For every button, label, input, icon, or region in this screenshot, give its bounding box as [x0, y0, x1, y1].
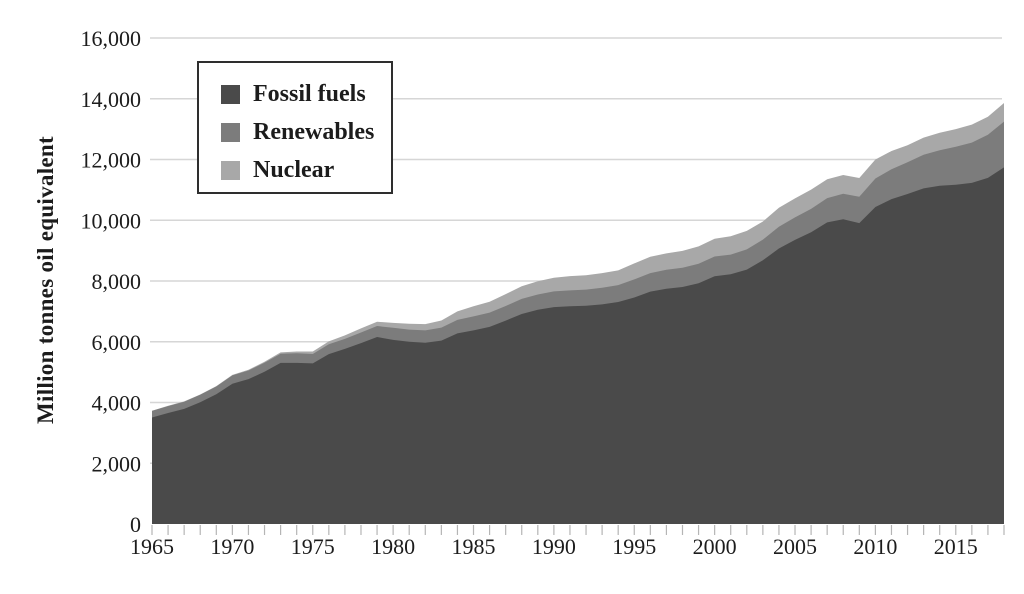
x-tick-label-2010: 2010: [853, 534, 897, 559]
legend-item-fossil-fuels: Fossil fuels: [221, 75, 391, 113]
area-fossil-fuels: [152, 167, 1004, 524]
y-tick-label-0: 0: [130, 512, 141, 537]
legend-item-renewables: Renewables: [221, 113, 391, 151]
legend-item-nuclear: Nuclear: [221, 151, 391, 189]
x-tick-label-1970: 1970: [210, 534, 254, 559]
legend-label-renewables: Renewables: [253, 119, 375, 145]
x-tick-label-2000: 2000: [693, 534, 737, 559]
x-tick-label-1980: 1980: [371, 534, 415, 559]
x-tick-label-1990: 1990: [532, 534, 576, 559]
y-tick-label-4000: 4,000: [92, 391, 142, 416]
y-tick-label-2000: 2,000: [92, 451, 142, 476]
renewables-swatch-icon: [221, 122, 240, 142]
y-tick-label-6000: 6,000: [92, 330, 142, 355]
x-tick-label-1975: 1975: [291, 534, 335, 559]
y-tick-label-16000: 16,000: [81, 26, 142, 51]
x-tick-label-2015: 2015: [934, 534, 978, 559]
x-tick-label-1995: 1995: [612, 534, 656, 559]
x-tick-label-2005: 2005: [773, 534, 817, 559]
y-tick-label-8000: 8,000: [92, 269, 142, 294]
fossil-fuels-swatch-icon: [221, 84, 240, 104]
y-tick-label-14000: 14,000: [81, 87, 142, 112]
x-tick-label-1965: 1965: [130, 534, 174, 559]
nuclear-swatch-icon: [221, 160, 240, 180]
y-tick-label-12000: 12,000: [81, 148, 142, 173]
legend-label-nuclear: Nuclear: [253, 157, 335, 183]
legend-box: Fossil fuels Renewables Nuclear: [197, 61, 393, 194]
x-tick-label-1985: 1985: [452, 534, 496, 559]
legend-label-fossil-fuels: Fossil fuels: [253, 81, 366, 107]
y-axis-title: Million tonnes oil equivalent: [33, 136, 58, 424]
y-tick-label-10000: 10,000: [81, 208, 142, 233]
